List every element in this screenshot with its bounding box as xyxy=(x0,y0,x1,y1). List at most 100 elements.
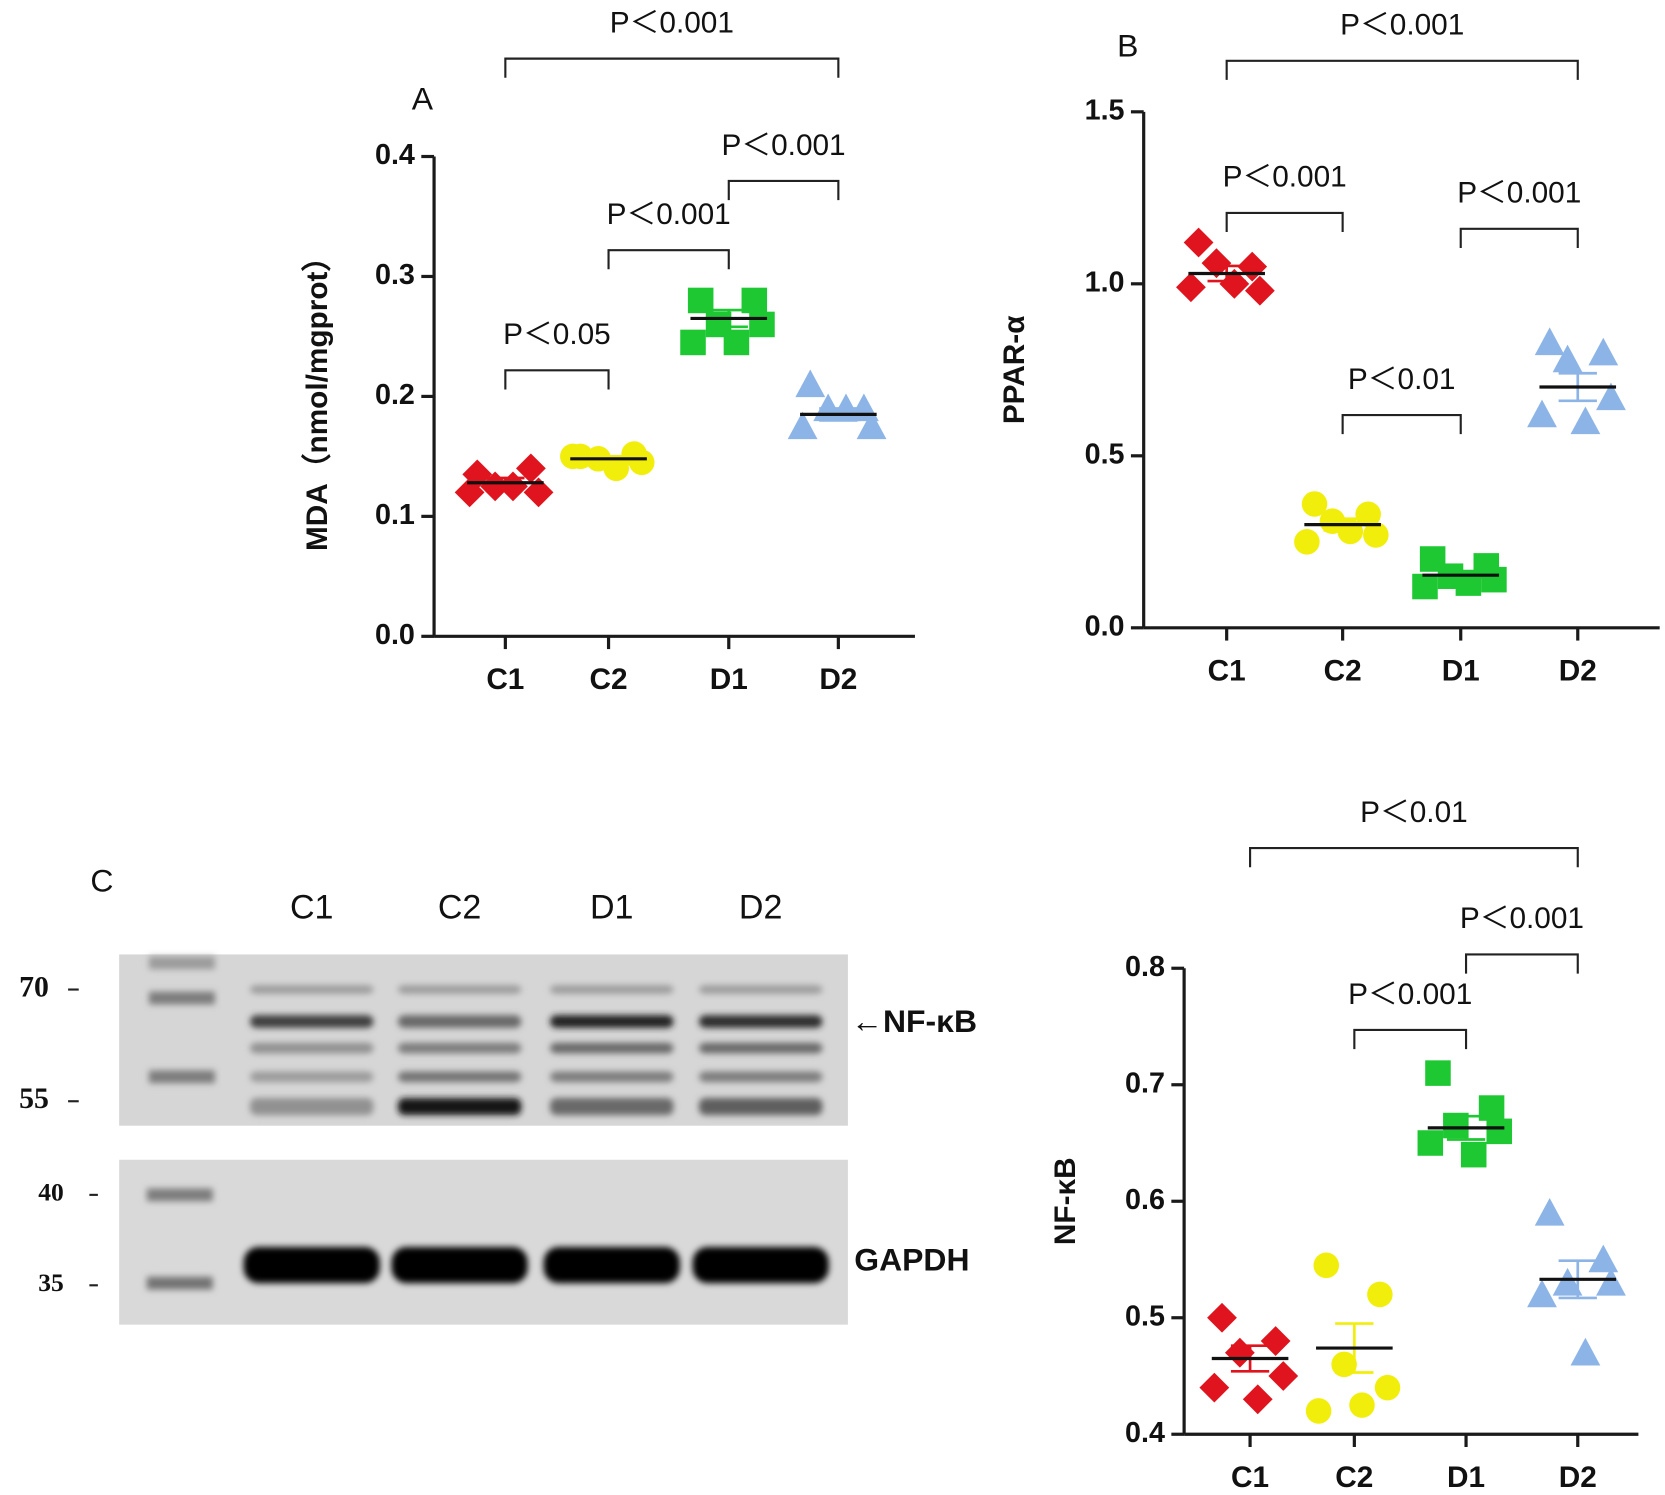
band xyxy=(397,1071,522,1083)
p-value: P＜0.001 xyxy=(1348,978,1472,1011)
x-tick-label: D2 xyxy=(819,663,857,696)
point xyxy=(1570,1337,1601,1366)
point xyxy=(628,449,655,476)
point xyxy=(1417,1130,1444,1156)
band xyxy=(397,1015,522,1028)
blot-panel xyxy=(119,954,848,1126)
x-tick-label: D1 xyxy=(1442,654,1480,687)
ladder-band xyxy=(146,1188,213,1202)
band xyxy=(543,1247,680,1284)
band xyxy=(250,1098,374,1116)
band xyxy=(250,985,374,994)
band xyxy=(698,1042,823,1054)
point xyxy=(1588,1244,1619,1273)
band xyxy=(550,1098,674,1116)
band xyxy=(250,1015,374,1028)
x-tick-label: C1 xyxy=(1231,1461,1269,1494)
x-tick-label: C2 xyxy=(1324,654,1362,687)
ladder-band xyxy=(146,1276,213,1290)
x-tick-label: C1 xyxy=(1208,654,1246,687)
point xyxy=(1331,1351,1357,1378)
bracket xyxy=(504,369,610,390)
point xyxy=(515,453,546,484)
y-tick-label: 0.5 xyxy=(1085,438,1125,470)
point xyxy=(680,329,706,356)
band xyxy=(250,1071,374,1083)
point xyxy=(1349,1392,1375,1418)
p-value: P＜0.001 xyxy=(1223,161,1347,194)
y-tick-label: 0.8 xyxy=(1125,951,1165,983)
point xyxy=(687,287,714,314)
p-value: P＜0.05 xyxy=(503,318,611,351)
point xyxy=(523,477,554,508)
p-value: P＜0.001 xyxy=(610,6,734,39)
size-marker: 70 xyxy=(19,970,49,1003)
point xyxy=(787,411,818,440)
x-tick-label: D2 xyxy=(1559,654,1597,687)
point xyxy=(1425,1060,1451,1086)
y-tick-label: 1.5 xyxy=(1085,94,1125,126)
x-tick-label: C2 xyxy=(590,663,628,696)
p-value: P＜0.01 xyxy=(1348,363,1456,396)
p-value: P＜0.001 xyxy=(722,129,846,162)
ladder-band xyxy=(148,956,215,970)
x-tick-label: C2 xyxy=(1335,1461,1373,1494)
p-value: P＜0.01 xyxy=(1360,796,1468,829)
ladder-band xyxy=(148,991,215,1005)
point xyxy=(560,443,586,470)
y-axis-label: MDA（nmol/mgprot） xyxy=(301,242,334,551)
size-marker: 55 xyxy=(19,1082,49,1115)
point xyxy=(1412,573,1438,600)
point xyxy=(1460,1141,1487,1168)
x-tick-label: D1 xyxy=(710,663,748,696)
lane-label: C2 xyxy=(438,889,482,927)
panel-tag: A xyxy=(412,81,434,117)
point xyxy=(1301,491,1328,517)
band-label: GAPDH xyxy=(854,1241,969,1277)
band xyxy=(550,1042,674,1054)
panel-tag: B xyxy=(1117,27,1138,63)
band xyxy=(250,1042,374,1054)
x-tick-label: D1 xyxy=(1447,1461,1485,1494)
point xyxy=(1355,501,1381,528)
band xyxy=(550,1071,674,1083)
point xyxy=(1527,399,1557,428)
bracket xyxy=(1459,227,1579,248)
point xyxy=(1207,1302,1237,1333)
p-value: P＜0.001 xyxy=(1457,177,1581,210)
point xyxy=(1486,1118,1513,1145)
y-tick-label: 0.4 xyxy=(1125,1417,1165,1449)
point xyxy=(723,329,750,356)
band xyxy=(698,985,823,994)
bracket xyxy=(504,57,840,78)
point xyxy=(749,311,775,338)
lane-label: D2 xyxy=(739,889,783,927)
point xyxy=(1534,327,1565,356)
point xyxy=(1481,566,1507,593)
y-tick-label: 0.1 xyxy=(375,499,415,531)
point xyxy=(1374,1374,1401,1401)
blot-panel xyxy=(119,1159,848,1325)
point xyxy=(856,411,887,440)
band xyxy=(698,1015,823,1028)
point xyxy=(1244,275,1275,306)
band xyxy=(397,1098,522,1116)
point xyxy=(795,369,826,398)
y-tick-label: 1.0 xyxy=(1085,266,1125,298)
point xyxy=(1588,337,1619,366)
band xyxy=(397,985,522,994)
ladder-band xyxy=(148,1070,215,1084)
band xyxy=(550,985,674,994)
point xyxy=(1183,227,1214,258)
bracket xyxy=(1464,953,1579,974)
point xyxy=(1570,406,1601,435)
p-value: P＜0.001 xyxy=(1460,902,1584,935)
point xyxy=(1305,1398,1332,1424)
point xyxy=(1527,1279,1557,1308)
point xyxy=(1367,1281,1393,1308)
band xyxy=(397,1042,522,1054)
point xyxy=(1596,382,1626,411)
bracket xyxy=(727,179,840,201)
y-tick-label: 0.7 xyxy=(1125,1067,1165,1099)
